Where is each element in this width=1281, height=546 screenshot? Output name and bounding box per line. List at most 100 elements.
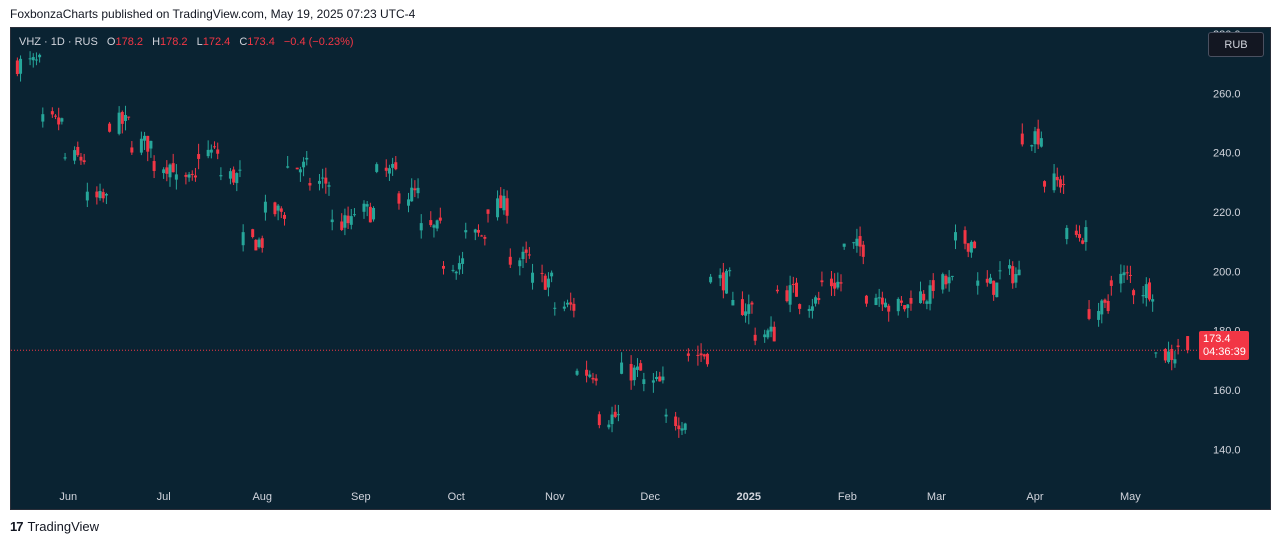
candle: [896, 297, 900, 316]
candle: [1147, 278, 1151, 302]
candle: [518, 257, 522, 276]
candle: [190, 170, 194, 181]
y-tick-label: 140.0: [1213, 444, 1241, 456]
candle: [906, 304, 910, 318]
candle: [527, 247, 531, 259]
candle: [286, 155, 290, 169]
candle: [620, 352, 624, 375]
candle: [391, 157, 395, 176]
candle: [861, 240, 865, 265]
candle: [305, 151, 309, 166]
candle: [95, 186, 99, 205]
candle: [429, 211, 433, 228]
candle: [839, 274, 843, 292]
candle: [1144, 277, 1148, 307]
candle: [104, 192, 108, 205]
candle: [295, 167, 299, 170]
candle: [674, 411, 678, 431]
candle: [877, 288, 881, 307]
candle: [575, 368, 579, 376]
candle: [562, 301, 566, 312]
candle: [725, 268, 729, 294]
candle: [461, 251, 465, 274]
change-value: −0.4 (−0.23%): [283, 36, 354, 48]
candle: [941, 272, 945, 294]
candle: [718, 268, 722, 287]
candle: [327, 181, 331, 196]
candle: [680, 421, 684, 435]
candle: [31, 53, 35, 68]
candle: [699, 343, 703, 362]
candle: [483, 234, 487, 246]
candle: [120, 110, 124, 134]
candle: [162, 167, 166, 179]
candle: [709, 273, 713, 284]
candle: [973, 240, 977, 249]
footer: 17 TradingView: [10, 519, 99, 534]
footer-brand[interactable]: TradingView: [27, 519, 100, 534]
candle: [298, 166, 302, 182]
candle: [451, 264, 455, 273]
bar-countdown: 04:36:39: [1203, 346, 1246, 358]
candle: [928, 279, 932, 311]
candle: [352, 208, 356, 217]
candle: [747, 294, 751, 325]
candle: [365, 200, 369, 217]
candle: [807, 305, 811, 318]
candle: [184, 172, 188, 185]
ohlc-legend: VHZ · 1D · RUS O178.2 H178.2 L172.4 C173…: [19, 36, 354, 48]
candle: [1039, 131, 1043, 148]
x-tick-label: Oct: [448, 491, 465, 503]
candle: [123, 105, 127, 131]
candle: [476, 224, 480, 237]
candle: [57, 107, 61, 131]
candle: [19, 55, 23, 82]
candle: [454, 270, 458, 280]
candle: [346, 206, 350, 229]
candle: [858, 226, 862, 257]
candle: [947, 270, 951, 292]
candle: [241, 224, 245, 252]
candle: [108, 122, 112, 133]
candle: [349, 208, 353, 230]
y-tick-label: 160.0: [1213, 385, 1241, 397]
candle: [480, 234, 484, 237]
candle: [1052, 164, 1056, 193]
y-tick-label: 260.0: [1213, 88, 1241, 100]
candle: [1065, 225, 1069, 245]
candle: [658, 371, 662, 382]
candle: [228, 168, 232, 185]
candle: [1119, 264, 1123, 293]
candle: [410, 178, 414, 202]
candle: [85, 182, 89, 208]
candle: [41, 107, 45, 128]
candle: [324, 167, 328, 194]
candle: [1176, 338, 1180, 355]
candle: [864, 294, 868, 307]
candle: [368, 202, 372, 223]
candle: [1109, 275, 1113, 296]
chart-panel[interactable]: 140.0160.0180.0200.0220.0240.0260.0280.0…: [10, 27, 1271, 510]
candle: [766, 328, 770, 340]
candle: [1163, 348, 1167, 363]
open-value: 178.2: [115, 36, 143, 48]
x-tick-label: May: [1120, 491, 1141, 503]
candle: [50, 107, 54, 118]
candle: [502, 189, 506, 215]
candle: [152, 155, 156, 179]
candle: [213, 141, 217, 149]
candle: [976, 272, 980, 295]
y-tick-label: 240.0: [1213, 148, 1241, 160]
candle: [457, 255, 461, 275]
candle: [664, 408, 668, 423]
candle: [1122, 265, 1126, 283]
x-tick-label: Apr: [1026, 491, 1043, 503]
candle: [588, 370, 592, 379]
currency-button[interactable]: RUB: [1208, 32, 1264, 57]
candle: [985, 270, 989, 287]
candle: [257, 237, 261, 249]
candle: [1106, 294, 1110, 314]
candle: [772, 321, 776, 342]
candle: [130, 141, 134, 155]
candle: [944, 274, 948, 289]
